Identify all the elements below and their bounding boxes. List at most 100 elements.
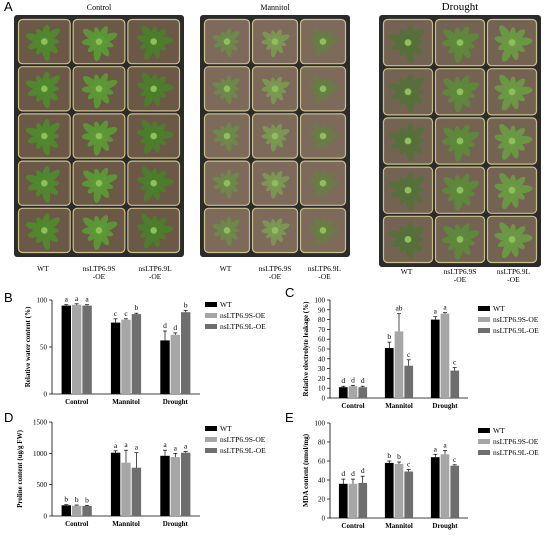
legend-label: nsLTP6.9L-OE (493, 326, 539, 335)
photo-title: Control (86, 3, 112, 12)
significance-letter: b (135, 303, 139, 312)
bar (394, 331, 404, 398)
bar (82, 305, 92, 394)
significance-letter: d (361, 376, 365, 385)
bar (348, 386, 358, 398)
bar (394, 463, 404, 518)
bar (160, 455, 170, 516)
x-tick-label: Mannitol (112, 520, 140, 528)
significance-letter: d (173, 323, 177, 332)
significance-letter: a (434, 307, 438, 316)
legend-label: WT (220, 300, 232, 309)
genotype-label: nsLTP6.9L -OE (496, 267, 531, 284)
x-tick-label: Drought (163, 520, 189, 528)
y-axis-label: MDA content (nmol/mg) (302, 433, 310, 507)
significance-letter: d (351, 469, 355, 478)
photo-title: Drought (441, 1, 479, 13)
genotype-label: nsLTP6.9S -OE (258, 264, 292, 281)
x-tick-label: Drought (163, 398, 189, 406)
x-tick-label: Drought (432, 402, 458, 410)
significance-letter: b (387, 332, 391, 341)
bar (348, 483, 358, 518)
plant-tray-photo (379, 15, 541, 267)
bar (338, 483, 348, 518)
bar (72, 505, 82, 516)
bar (170, 334, 180, 394)
legend-swatch (478, 439, 490, 444)
significance-letter: a (124, 440, 128, 449)
legend-label: nsLTP6.9S-OE (493, 315, 539, 324)
y-axis-label: Relative water content (%) (24, 306, 32, 387)
bar (358, 482, 368, 518)
significance-letter: c (453, 358, 457, 367)
x-tick-label: Mannitol (112, 398, 140, 406)
significance-letter: b (75, 495, 79, 504)
y-tick-label: 500 (37, 481, 48, 489)
genotype-label: nsLTP6.9L -OE (138, 264, 172, 281)
legend-swatch (205, 437, 217, 442)
y-tick-label: 20 (318, 375, 326, 383)
bar (404, 365, 414, 398)
bar (61, 505, 71, 516)
panel-letter: E (285, 410, 294, 425)
significance-letter: c (124, 309, 128, 318)
y-tick-label: 50 (40, 344, 48, 352)
significance-letter: a (434, 444, 438, 453)
y-tick-label: 0 (322, 395, 326, 403)
legend-swatch (205, 426, 217, 431)
significance-letter: c (114, 309, 118, 318)
genotype-label: WT (400, 267, 413, 276)
genotype-label: nsLTP6.9S -OE (443, 267, 477, 284)
bar (430, 319, 440, 398)
legend-swatch (205, 302, 217, 307)
bar (384, 348, 394, 398)
y-tick-label: 70 (318, 326, 326, 334)
x-tick-label: Control (341, 522, 364, 530)
y-tick-label: 1000 (33, 450, 48, 458)
significance-letter: a (443, 441, 447, 450)
legend-label: nsLTP6.9S-OE (220, 311, 266, 320)
bar (430, 457, 440, 518)
significance-letter: ab (395, 304, 402, 313)
legend-label: nsLTP6.9L-OE (220, 446, 266, 455)
y-tick-label: 80 (318, 439, 326, 447)
y-tick-label: 50 (318, 346, 326, 354)
y-tick-label: 30 (318, 365, 326, 373)
significance-letter: d (341, 376, 345, 385)
legend-swatch (205, 313, 217, 318)
significance-letter: b (85, 495, 89, 504)
bar (440, 313, 450, 398)
y-tick-label: 20 (318, 496, 326, 504)
genotype-label: WT (219, 264, 232, 273)
legend-swatch (478, 328, 490, 333)
y-tick-label: 0 (44, 391, 48, 399)
plant-tray-photo (14, 15, 184, 257)
significance-letter: c (407, 350, 411, 359)
significance-letter: a (443, 303, 447, 312)
significance-letter: a (65, 295, 69, 304)
significance-letter: a (85, 295, 89, 304)
bar (160, 340, 170, 394)
bar (170, 457, 180, 516)
bar (338, 387, 348, 398)
bar (181, 312, 191, 394)
panel-letter: C (285, 285, 295, 300)
legend-label: nsLTP6.9L-OE (493, 448, 539, 457)
y-tick-label: 80 (318, 316, 326, 324)
y-tick-label: 0 (44, 513, 48, 521)
significance-letter: d (163, 321, 167, 330)
bar (110, 452, 121, 516)
y-axis-label: Relative electrolyte leakage (%) (302, 301, 310, 397)
y-tick-label: 60 (318, 336, 326, 344)
bar (82, 506, 92, 516)
genotype-label: nsLTP6.9S -OE (82, 264, 116, 281)
x-tick-label: Control (341, 402, 364, 410)
legend-label: nsLTP6.9S-OE (220, 435, 266, 444)
bar (440, 454, 450, 518)
legend-label: WT (493, 304, 505, 313)
legend-label: nsLTP6.9S-OE (493, 437, 539, 446)
legend-swatch (205, 324, 217, 329)
plant-tray-photo (200, 15, 350, 257)
genotype-label: WT (37, 264, 49, 273)
